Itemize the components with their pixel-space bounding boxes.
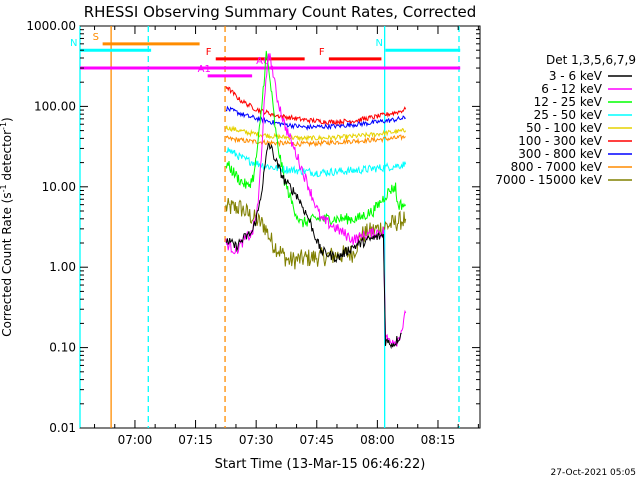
plot-area: S N N F F A0 A1 <box>70 25 481 429</box>
state-vlines <box>79 26 460 428</box>
series-line <box>225 86 407 126</box>
y-tick-label: 10.00 <box>42 180 76 194</box>
series-line <box>225 105 406 131</box>
series-line <box>225 53 407 347</box>
series-line <box>225 147 407 178</box>
x-tick-label: 07:30 <box>239 433 274 447</box>
legend-label: 50 - 100 keV <box>526 121 603 135</box>
flag-label: F <box>319 47 325 58</box>
flag-label: S <box>93 32 99 43</box>
y-tick-label: 1.00 <box>49 260 76 274</box>
x-axis-label: Start Time (13-Mar-15 06:46:22) <box>215 457 426 472</box>
legend-label: 25 - 50 keV <box>534 108 603 122</box>
x-tick-label: 07:00 <box>118 433 153 447</box>
y-tick-label: 100.00 <box>34 99 76 113</box>
legend-title: Det 1,3,5,6,7,9 <box>546 53 636 67</box>
series-line <box>225 125 407 142</box>
plot-frame <box>79 25 481 429</box>
legend-label: 6 - 12 keV <box>541 82 603 96</box>
chart-title: RHESSI Observing Summary Count Rates, Co… <box>84 3 477 21</box>
y-axis-label: Corrected Count Rate (s-1 detector-1) <box>0 117 14 336</box>
y-axis: 1000.00 100.00 10.00 1.00 0.10 0.01 <box>26 19 480 435</box>
legend-label: 100 - 300 keV <box>518 134 602 148</box>
x-tick-label: 08:15 <box>421 433 456 447</box>
legend-label: 300 - 800 keV <box>518 147 602 161</box>
flag-label: A0 <box>256 56 269 67</box>
series-group <box>225 50 407 350</box>
y-tick-label: 1000.00 <box>26 19 76 33</box>
x-axis: 07:00 07:15 07:30 07:45 08:00 08:15 <box>94 26 479 447</box>
legend-label: 7000 - 15000 keV <box>495 173 602 187</box>
x-tick-label: 07:15 <box>178 433 213 447</box>
footer-date: 27-Oct-2021 05:05 <box>551 468 636 478</box>
series-line <box>225 134 406 148</box>
series-line <box>225 142 402 350</box>
x-tick-label: 07:45 <box>299 433 334 447</box>
flag-label: N <box>375 38 382 49</box>
flag-label: A1 <box>198 64 211 75</box>
y-tick-label: 0.10 <box>49 341 76 355</box>
series-line <box>225 50 407 228</box>
flag-label: F <box>206 47 212 58</box>
x-tick-label: 08:00 <box>360 433 395 447</box>
flag-label: N <box>70 38 77 49</box>
legend-label: 3 - 6 keV <box>549 69 603 83</box>
legend-label: 800 - 7000 keV <box>511 160 603 174</box>
legend-label: 12 - 25 keV <box>534 95 603 109</box>
y-tick-label: 0.01 <box>49 421 76 435</box>
state-flags: S N N F F A0 A1 <box>70 32 461 78</box>
